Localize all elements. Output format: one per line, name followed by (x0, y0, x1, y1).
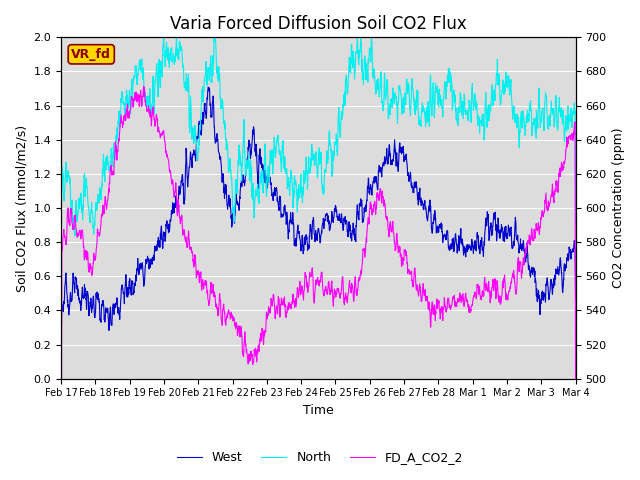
West (294, 222, 301, 228)
FD_A_CO2_2 (294, 287, 301, 292)
Y-axis label: Soil CO2 Flux (mmol/m2/s): Soil CO2 Flux (mmol/m2/s) (15, 124, 28, 291)
West (83, 289, 91, 295)
West (463, 242, 470, 248)
X-axis label: Time: Time (303, 404, 333, 417)
FD_A_CO2_2 (140, 84, 147, 89)
West (204, 84, 212, 90)
FD_A_CO2_2 (572, 376, 579, 382)
North (159, 35, 167, 40)
West (57, 336, 65, 342)
FD_A_CO2_2 (83, 249, 91, 254)
North (308, 147, 316, 153)
North (294, 187, 301, 192)
North (57, 266, 65, 272)
North (557, 113, 564, 119)
North (83, 189, 91, 194)
FD_A_CO2_2 (557, 165, 564, 171)
Y-axis label: CO2 Concentration (ppm): CO2 Concentration (ppm) (612, 128, 625, 288)
FD_A_CO2_2 (557, 168, 564, 174)
Title: Varia Forced Diffusion Soil CO2 Flux: Varia Forced Diffusion Soil CO2 Flux (170, 15, 467, 33)
Line: West: West (61, 87, 575, 339)
Line: North: North (61, 37, 575, 269)
FD_A_CO2_2 (463, 297, 470, 302)
FD_A_CO2_2 (57, 376, 65, 382)
West (557, 264, 564, 269)
West (557, 258, 564, 264)
West (572, 297, 579, 302)
North (557, 114, 564, 120)
Legend: West, North, FD_A_CO2_2: West, North, FD_A_CO2_2 (172, 446, 468, 469)
West (308, 233, 316, 239)
Line: FD_A_CO2_2: FD_A_CO2_2 (61, 86, 575, 379)
North (572, 220, 579, 226)
Text: VR_fd: VR_fd (71, 48, 111, 61)
FD_A_CO2_2 (308, 273, 316, 278)
North (463, 112, 470, 118)
